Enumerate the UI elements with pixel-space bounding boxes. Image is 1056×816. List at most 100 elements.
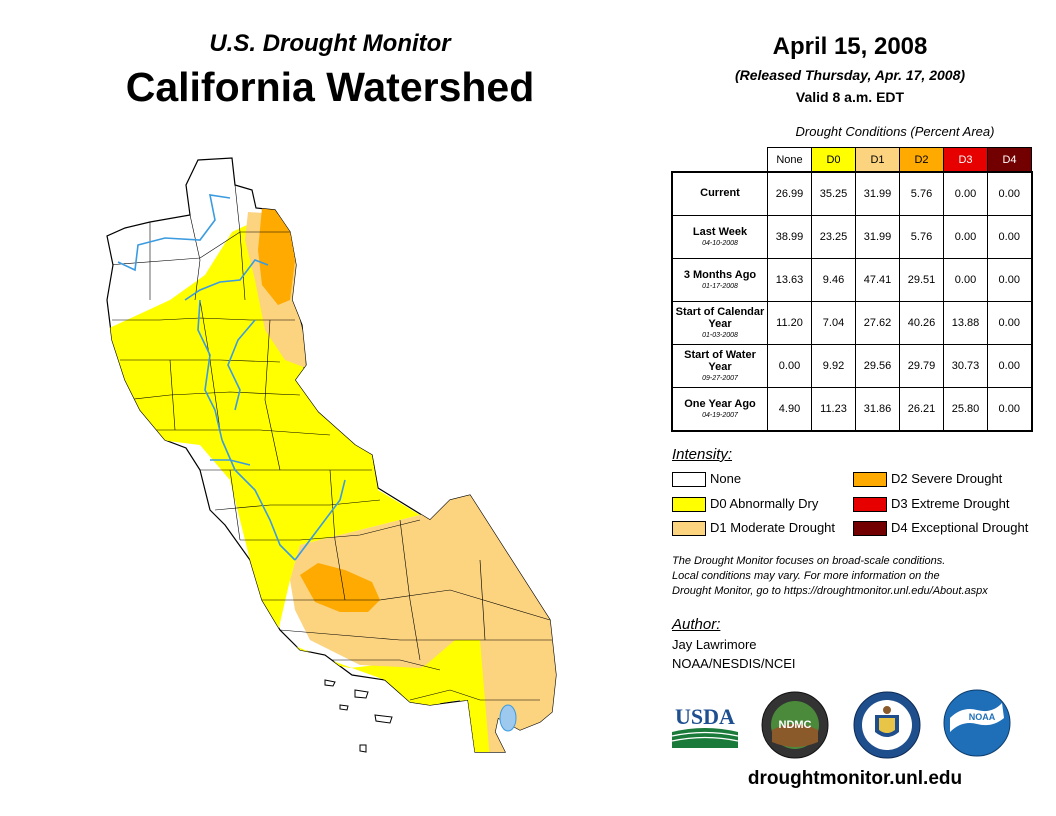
table-cell: 0.00 xyxy=(987,344,1032,388)
table-cell: 29.51 xyxy=(899,258,944,302)
table-cell: 31.99 xyxy=(855,215,900,259)
table-cell: 23.25 xyxy=(811,215,856,259)
table-cell: 0.00 xyxy=(767,344,812,388)
table-cell: 27.62 xyxy=(855,301,900,345)
drought-map xyxy=(106,157,557,753)
noaa-logo-text: NOAA xyxy=(969,712,996,722)
table-cell: 0.00 xyxy=(987,301,1032,345)
col-d1: D1 xyxy=(855,147,900,173)
row-date: 04-10-2008 xyxy=(702,240,738,248)
ndmc-logo-text: NDMC xyxy=(779,719,812,731)
legend-label: D0 Abnormally Dry xyxy=(710,496,819,511)
legend-label: D3 Extreme Drought xyxy=(891,496,1010,511)
map-title: California Watershed xyxy=(125,64,535,110)
table-cell: 13.63 xyxy=(767,258,812,302)
table-cell: 5.76 xyxy=(899,171,944,216)
website-link[interactable]: droughtmonitor.unl.edu xyxy=(747,768,963,789)
legend-swatch xyxy=(853,497,887,512)
usda-logo-text: USDA xyxy=(675,704,735,729)
d1-region-south xyxy=(290,495,556,752)
table-cell: 35.25 xyxy=(811,171,856,216)
map-subtitle: U.S. Drought Monitor xyxy=(209,30,451,57)
legend-label: D1 Moderate Drought xyxy=(710,520,836,535)
table-caption: Drought Conditions (Percent Area) xyxy=(795,124,995,139)
legend-label: D2 Severe Drought xyxy=(891,471,1003,486)
table-cell: 0.00 xyxy=(943,258,988,302)
table-cell: 30.73 xyxy=(943,344,988,388)
author-name: Jay Lawrimore xyxy=(672,637,757,652)
commerce-seal-logo[interactable] xyxy=(852,690,922,760)
table-row: One Year Ago 04-19-2007 4.90 11.23 31.86 … xyxy=(671,387,1032,432)
table-cell: 0.00 xyxy=(987,171,1032,216)
table-row: 3 Months Ago 01-17-2008 13.63 9.46 47.41 … xyxy=(671,258,1032,302)
release-date: (Released Thursday, Apr. 17, 2008) xyxy=(734,67,966,83)
table-cell: 25.80 xyxy=(943,387,988,432)
table-cell: 40.26 xyxy=(899,301,944,345)
row-date: 01-17-2008 xyxy=(702,283,738,291)
legend-swatch xyxy=(672,497,706,512)
row-label: Last Week xyxy=(692,226,748,239)
row-label: One Year Ago xyxy=(684,398,756,411)
usda-logo[interactable]: USDA xyxy=(670,700,740,750)
legend-title: Intensity: xyxy=(672,446,733,463)
table-cell: 0.00 xyxy=(987,387,1032,432)
table-cell: 13.88 xyxy=(943,301,988,345)
col-d4: D4 xyxy=(987,147,1032,173)
table-row: Start of Calendar Year 01-03-2008 11.20 7… xyxy=(671,301,1032,345)
legend-label: D4 Exceptional Drought xyxy=(891,520,1029,535)
salton-sea xyxy=(499,704,517,732)
table-cell: 4.90 xyxy=(767,387,812,432)
legend-swatch xyxy=(672,472,706,487)
table-cell: 26.99 xyxy=(767,171,812,216)
table-cell: 11.20 xyxy=(767,301,812,345)
table-cell: 31.99 xyxy=(855,171,900,216)
col-d0: D0 xyxy=(811,147,856,173)
row-date: 04-19-2007 xyxy=(702,412,738,420)
table-cell: 9.46 xyxy=(811,258,856,302)
valid-time: Valid 8 a.m. EDT xyxy=(795,89,905,105)
table-row: Current 26.99 35.25 31.99 5.76 0.00 0.00 xyxy=(671,171,1032,216)
channel-islands xyxy=(324,679,393,753)
row-date: 09-27-2007 xyxy=(702,375,738,383)
col-d2: D2 xyxy=(899,147,944,173)
note-line: Local conditions may vary. For more info… xyxy=(672,570,940,582)
note-line: Drought Monitor, go to https://droughtmo… xyxy=(672,585,988,597)
col-none: None xyxy=(767,147,812,173)
table-cell: 29.79 xyxy=(899,344,944,388)
rivers xyxy=(117,194,346,561)
map-date: April 15, 2008 xyxy=(772,33,928,60)
table-cell: 26.21 xyxy=(899,387,944,432)
info-note: The Drought Monitor focuses on broad-sca… xyxy=(672,554,1042,599)
conditions-table: None D0 D1 D2 D3 D4 Current 26.99 35.25 … xyxy=(671,147,1033,432)
row-date: 01-03-2008 xyxy=(702,332,738,340)
note-line: The Drought Monitor focuses on broad-sca… xyxy=(672,555,946,567)
row-label: Start of Water Year xyxy=(684,349,756,374)
legend-swatch xyxy=(853,472,887,487)
row-label: Start of Calendar Year xyxy=(675,306,765,331)
table-row: Start of Water Year 09-27-2007 0.00 9.92 … xyxy=(671,344,1032,388)
table-cell: 0.00 xyxy=(943,215,988,259)
noaa-logo[interactable]: NOAA xyxy=(942,688,1012,758)
table-cell: 29.56 xyxy=(855,344,900,388)
author-title: Author: xyxy=(672,616,721,633)
table-cell: 0.00 xyxy=(987,258,1032,302)
d0-region-north xyxy=(107,215,488,752)
row-label: Current xyxy=(700,186,740,199)
table-cell: 38.99 xyxy=(767,215,812,259)
table-cell: 0.00 xyxy=(987,215,1032,259)
table-cell: 7.04 xyxy=(811,301,856,345)
ndmc-logo[interactable]: NDMC xyxy=(760,690,830,760)
author-org: NOAA/NESDIS/NCEI xyxy=(672,656,796,671)
legend-label: None xyxy=(710,471,742,486)
row-label: 3 Months Ago xyxy=(683,269,757,282)
table-cell: 31.86 xyxy=(855,387,900,432)
table-cell: 9.92 xyxy=(811,344,856,388)
col-d3: D3 xyxy=(943,147,988,173)
table-cell: 47.41 xyxy=(855,258,900,302)
legend-swatch xyxy=(672,521,706,536)
legend-swatch xyxy=(853,521,887,536)
table-cell: 11.23 xyxy=(811,387,856,432)
table-row: Last Week 04-10-2008 38.99 23.25 31.99 5.… xyxy=(671,215,1032,259)
table-cell: 0.00 xyxy=(943,171,988,216)
table-cell: 5.76 xyxy=(899,215,944,259)
